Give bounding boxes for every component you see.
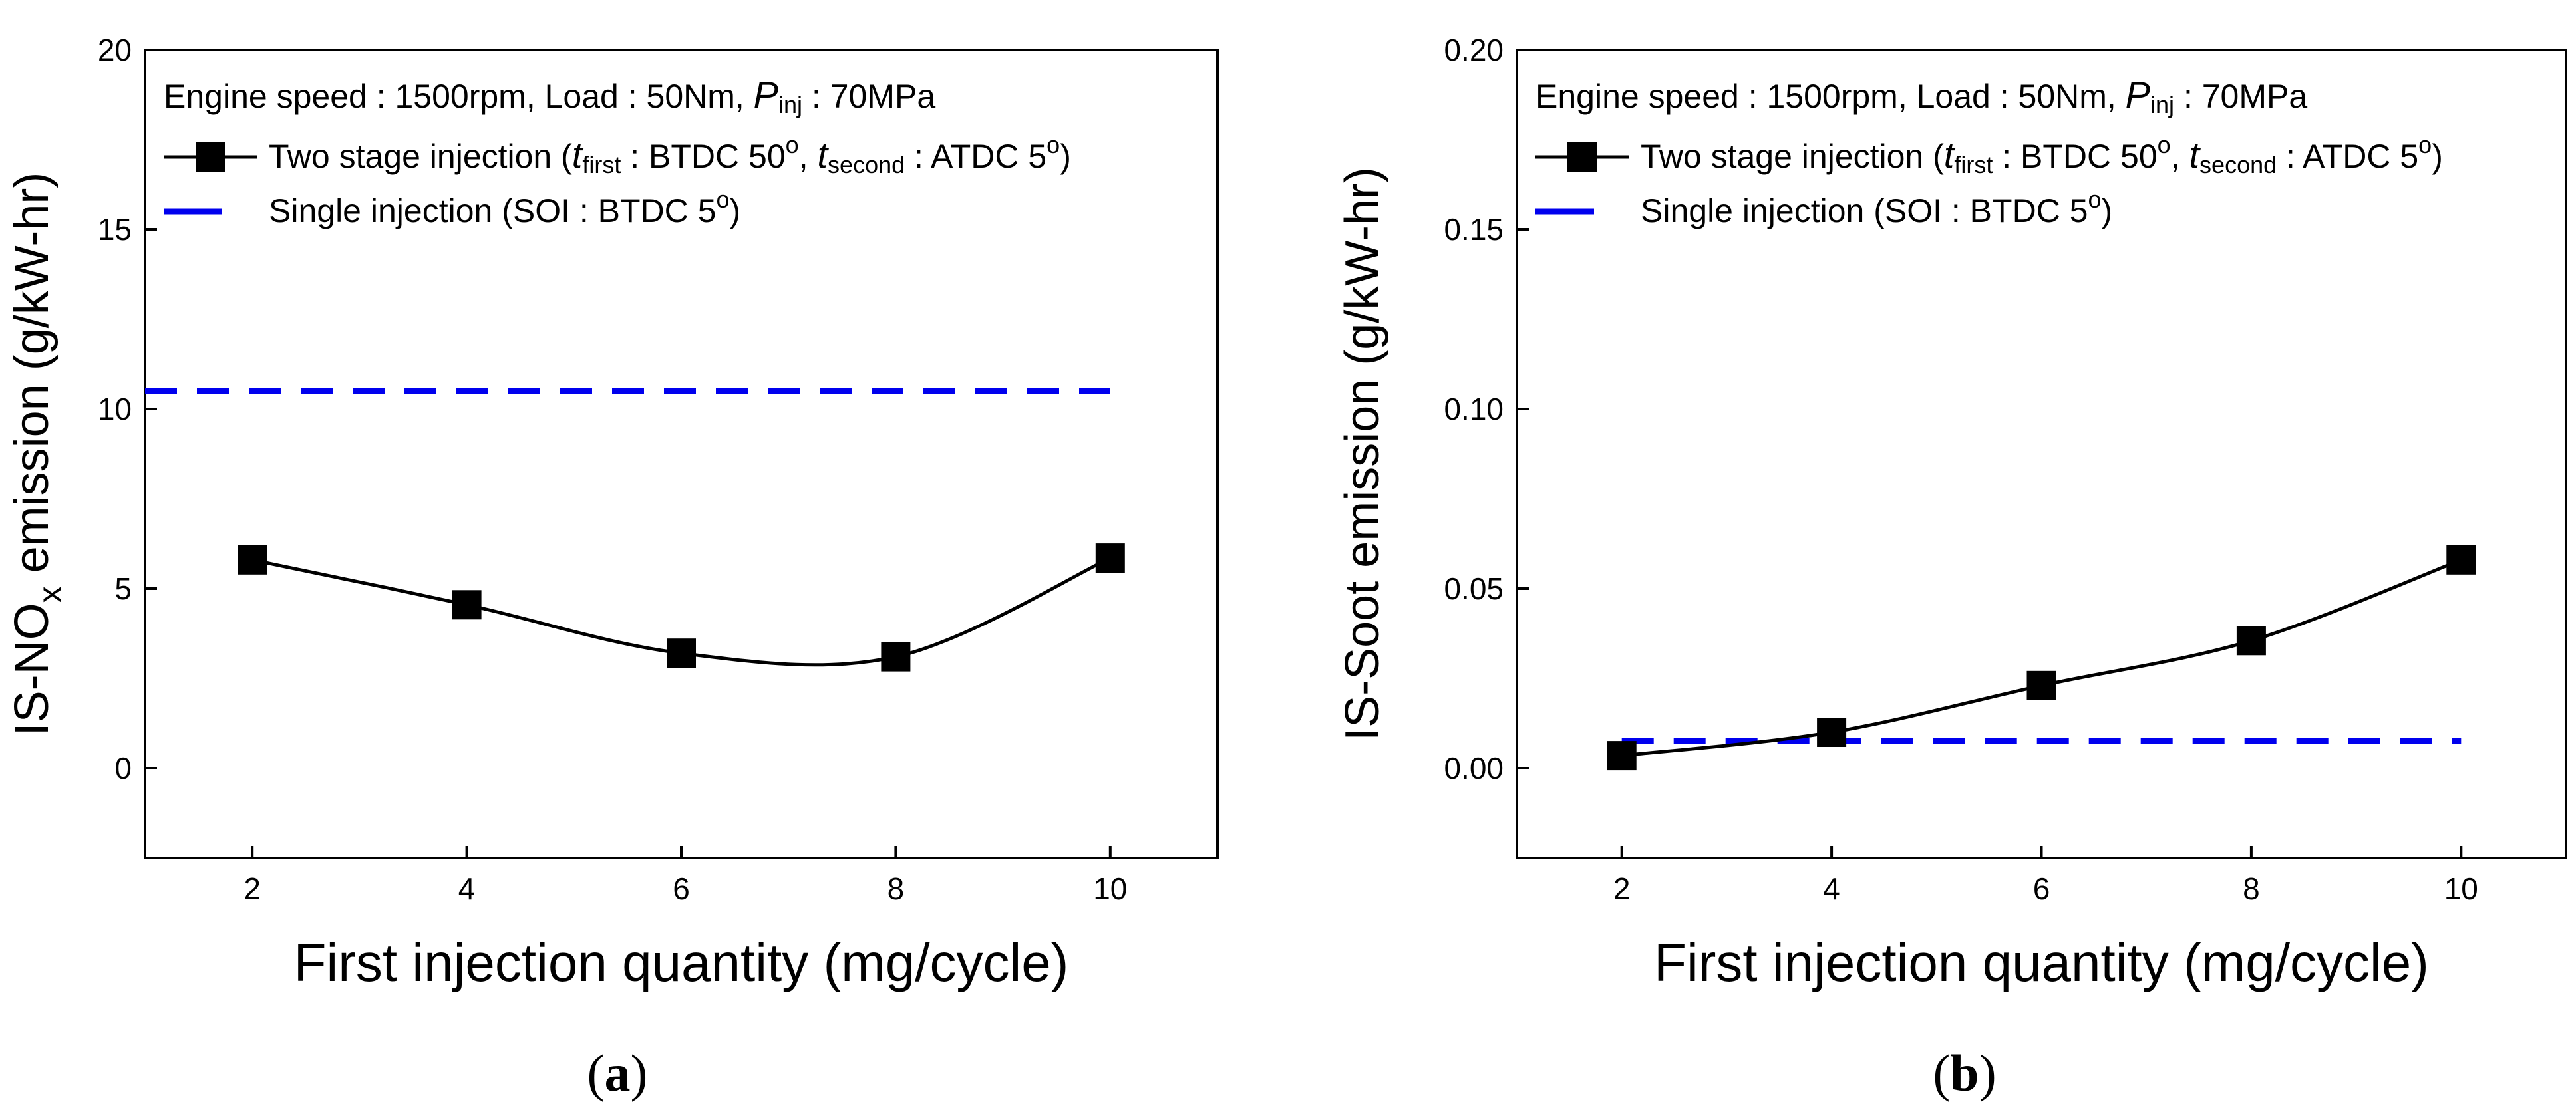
legend-p-symbol: P (2126, 74, 2150, 116)
y-axis-label-subscript: x (31, 586, 69, 603)
x-axis-label: First injection quantity (mg/cycle) (1654, 933, 2429, 992)
legend-t-first-subscript: first (582, 151, 621, 178)
y-tick-label: 0.10 (1444, 392, 1504, 426)
legend-two-stage-mid: : BTDC 50 (1993, 138, 2157, 175)
y-axis-label-text: IS-NO (5, 603, 59, 736)
legend-conditions-end: : 70MPa (2174, 78, 2307, 115)
x-tick-label: 6 (2033, 871, 2050, 906)
legend-p-subscript: inj (778, 91, 802, 118)
x-tick-label: 6 (673, 871, 690, 906)
legend-two-stage-text: Two stage injection ( (1641, 138, 1944, 175)
y-axis-label-text-end: emission (g/kW-hr) (5, 172, 59, 587)
data-point-marker (452, 590, 482, 620)
panel-label-letter: b (1950, 1044, 1979, 1102)
data-point-marker (1095, 543, 1125, 573)
legend-two-stage-end: : ATDC 5 (905, 138, 1046, 175)
legend-two-stage: Two stage injection (tfirst : BTDC 50o, … (1641, 131, 2443, 178)
panel-label-open: ( (587, 1044, 605, 1102)
data-point-marker (238, 545, 267, 575)
legend-t-second-symbol: t (2189, 134, 2201, 176)
x-tick-label: 8 (2243, 871, 2260, 906)
legend-t-first-symbol: t (1944, 134, 1956, 176)
y-tick-label: 0.00 (1444, 751, 1504, 785)
legend-degree-symbol: o (786, 131, 799, 158)
x-tick-label: 8 (887, 871, 905, 906)
legend-two-stage-text: Two stage injection ( (269, 138, 572, 175)
legend-conditions-text: Engine speed : 1500rpm, Load : 50Nm, (1535, 78, 2126, 115)
legend-close-paren: ) (2102, 192, 2113, 229)
chart-panel-a: 2 4 6 8 10 0 5 10 15 20 First injection quantity (… (5, 33, 1219, 1102)
y-tick-label: 20 (98, 33, 132, 67)
x-tick-label: 4 (1823, 871, 1840, 906)
panel-label-letter: a (605, 1044, 631, 1102)
y-tick-label: 0.20 (1444, 33, 1504, 67)
panel-label-open: ( (1933, 1044, 1950, 1102)
chart-panel-b: 2 4 6 8 10 0.00 0.05 0.10 0.15 0.20 First injectio… (1336, 33, 2567, 1102)
legend-conditions-end: : 70MPa (802, 78, 935, 115)
panel-label: (b) (1933, 1044, 1996, 1102)
x-tick-label: 4 (458, 871, 476, 906)
y-axis-label: IS-NOx emission (g/kW-hr) (5, 172, 69, 736)
data-point-marker (2446, 545, 2476, 575)
legend-close-paren: ) (1060, 138, 1071, 175)
legend-degree-symbol: o (717, 186, 730, 213)
y-axis-label-text: IS-Soot emission (g/kW-hr) (1336, 167, 1389, 741)
legend-p-symbol: P (754, 74, 778, 116)
y-tick-label: 0.05 (1444, 571, 1504, 606)
legend-degree-symbol: o (2088, 186, 2102, 213)
data-point-marker (1817, 718, 1847, 747)
x-tick-label: 10 (1093, 871, 1127, 906)
legend-t-first-symbol: t (572, 134, 584, 176)
y-axis-label: IS-Soot emission (g/kW-hr) (1336, 167, 1389, 741)
legend-close-paren: ) (2432, 138, 2443, 175)
x-tick-label: 2 (1613, 871, 1631, 906)
legend-conditions-text: Engine speed : 1500rpm, Load : 50Nm, (164, 78, 754, 115)
x-axis-label: First injection quantity (mg/cycle) (294, 933, 1069, 992)
legend-conditions: Engine speed : 1500rpm, Load : 50Nm, Pin… (164, 74, 935, 118)
legend-two-stage-marker (196, 142, 225, 172)
series-two-stage-line (1621, 558, 2462, 758)
data-point-marker (2026, 670, 2056, 700)
legend-t-second-subscript: second (2199, 151, 2277, 178)
legend-two-stage-marker (1567, 142, 1597, 172)
legend-t-second-subscript: second (828, 151, 905, 178)
legend-single-text: Single injection (SOI : BTDC 5 (269, 192, 717, 229)
data-point-marker (1607, 741, 1637, 771)
data-point-marker (667, 638, 696, 668)
panel-label: (a) (587, 1044, 648, 1102)
legend-degree-symbol: o (1046, 131, 1060, 158)
y-tick-label: 0 (114, 751, 132, 785)
legend-conditions: Engine speed : 1500rpm, Load : 50Nm, Pin… (1535, 74, 2307, 118)
panel-label-close: ) (631, 1044, 648, 1102)
y-tick-label: 5 (114, 571, 132, 606)
legend-separator: , (2171, 138, 2189, 175)
legend-two-stage-mid: : BTDC 50 (621, 138, 785, 175)
legend-two-stage-end: : ATDC 5 (2277, 138, 2418, 175)
x-tick-label: 2 (243, 871, 261, 906)
legend-p-subscript: inj (2150, 91, 2174, 118)
legend-t-first-subscript: first (1954, 151, 1993, 178)
x-tick-label: 10 (2444, 871, 2478, 906)
y-tick-label: 15 (98, 212, 132, 247)
legend-separator: , (799, 138, 818, 175)
y-tick-label: 10 (98, 392, 132, 426)
legend-degree-symbol: o (2418, 131, 2432, 158)
legend-two-stage: Two stage injection (tfirst : BTDC 50o, … (269, 131, 1071, 178)
legend-single-injection: Single injection (SOI : BTDC 5o) (269, 186, 740, 229)
legend-degree-symbol: o (2158, 131, 2171, 158)
data-point-marker (881, 642, 911, 672)
y-tick-label: 0.15 (1444, 212, 1504, 247)
legend-single-text: Single injection (SOI : BTDC 5 (1641, 192, 2088, 229)
legend-t-second-symbol: t (817, 134, 829, 176)
legend-close-paren: ) (730, 192, 741, 229)
panel-label-close: ) (1979, 1044, 1997, 1102)
legend-single-injection: Single injection (SOI : BTDC 5o) (1641, 186, 2112, 229)
data-point-marker (2236, 626, 2266, 656)
